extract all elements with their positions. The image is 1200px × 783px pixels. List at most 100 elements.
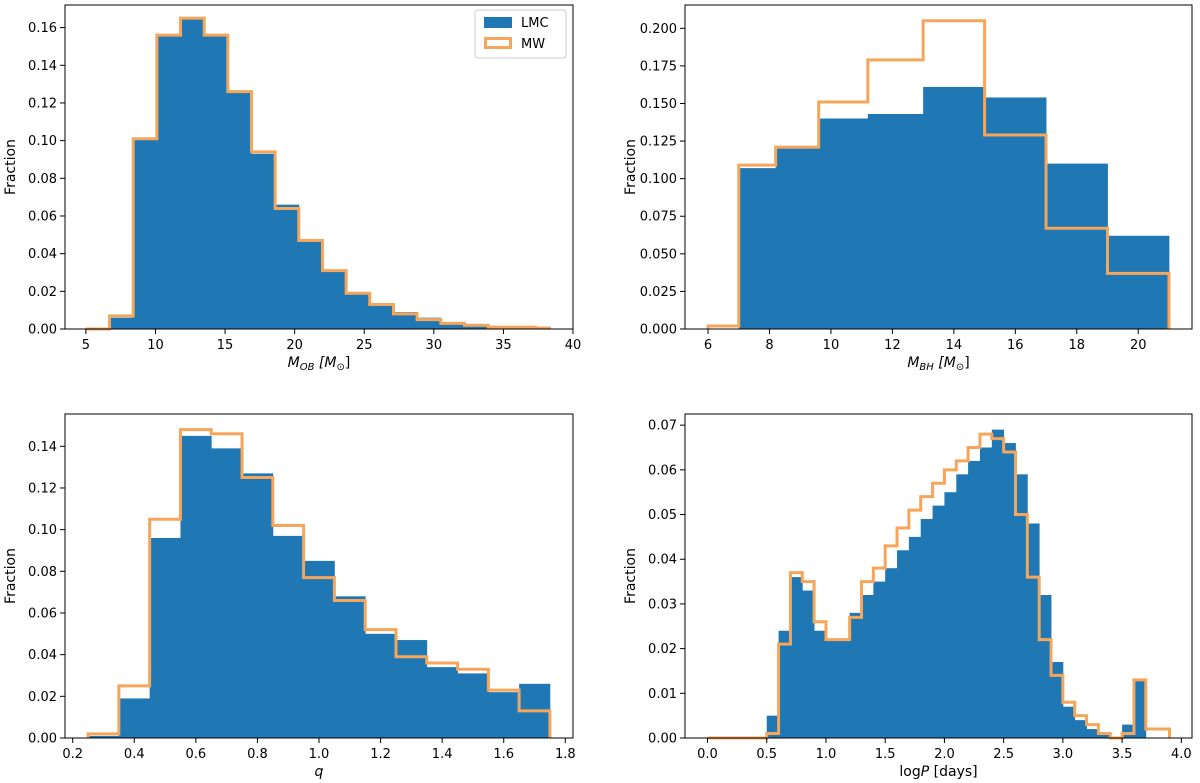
bar-lmc: [251, 153, 276, 329]
y-tick-label: 0.050: [640, 247, 677, 262]
x-tick-label: 1.6: [493, 747, 514, 762]
y-axis-title: Fraction: [623, 548, 639, 604]
y-tick-label: 0.06: [28, 606, 57, 621]
y-tick-label: 0.150: [640, 97, 677, 112]
x-tick-label: 3.5: [1112, 747, 1133, 762]
bar-lmc: [1003, 443, 1016, 738]
y-tick-label: 0.03: [648, 597, 677, 612]
bar-lmc: [457, 673, 489, 738]
x-tick-label: 30: [426, 338, 443, 353]
bar-lmc: [180, 435, 212, 738]
step-line-mw: [85, 16, 551, 331]
bar-lmc: [1098, 733, 1111, 738]
y-tick-label: 0.100: [640, 172, 677, 187]
bar-lmc: [1074, 720, 1087, 738]
bar-lmc: [837, 639, 851, 738]
y-tick-label: 0.200: [640, 22, 677, 37]
y-tick-label: 0.07: [648, 419, 677, 434]
bar-lmc: [861, 594, 874, 738]
bar-lmc: [1039, 594, 1052, 738]
y-tick-label: 0.00: [648, 732, 677, 747]
bar-lmc: [1015, 474, 1028, 738]
bar-lmc: [156, 35, 181, 330]
y-tick-label: 0.00: [28, 323, 57, 338]
bar-lmc: [272, 535, 305, 738]
y-tick-label: 0.06: [648, 463, 677, 478]
bar-lmc: [897, 550, 910, 738]
legend-swatch-lmc: [484, 17, 512, 28]
bar-lmc: [814, 630, 827, 738]
x-axis-title: q: [315, 764, 324, 780]
x-tick-label: 0.6: [186, 747, 207, 762]
x-tick-label: 14: [946, 338, 963, 353]
bar-lmc: [118, 698, 151, 738]
y-tick-label: 0.175: [640, 59, 677, 74]
bar-lmc: [908, 536, 922, 738]
y-axis-title: Fraction: [3, 548, 19, 604]
x-tick-label: 1.2: [370, 747, 391, 762]
legend-swatch-mw: [484, 37, 512, 49]
y-tick-label: 0.10: [28, 134, 57, 149]
x-tick-label: 40: [565, 338, 582, 353]
x-tick-label: 4.0: [1171, 747, 1192, 762]
x-tick-label: 10: [823, 338, 840, 353]
bar-lmc: [417, 317, 442, 329]
x-tick-label: 10: [147, 338, 164, 353]
bar-lmc: [211, 448, 243, 738]
bar-lmc: [303, 560, 335, 738]
y-tick-label: 0.16: [28, 21, 57, 36]
x-tick-label: 2.5: [993, 747, 1014, 762]
x-tick-label: 2.0: [934, 747, 955, 762]
bar-lmc: [393, 312, 418, 329]
bar-lmc: [88, 735, 120, 738]
y-tick-label: 0.075: [640, 210, 677, 225]
x-tick-label: 12: [884, 338, 901, 353]
y-tick-label: 0.06: [28, 209, 57, 224]
step-line-mw: [707, 432, 1171, 740]
x-tick-label: 25: [356, 338, 373, 353]
x-tick-label: 18: [1068, 338, 1085, 353]
bar-lmc: [227, 91, 252, 330]
bar-lmc: [885, 568, 898, 738]
series-lmc: [109, 18, 550, 330]
bar-lmc: [365, 633, 397, 738]
bar-lmc: [1046, 163, 1108, 329]
bar-lmc: [979, 447, 993, 738]
bar-lmc: [180, 18, 205, 330]
legend-label-mw: MW: [521, 37, 545, 52]
bar-lmc: [932, 505, 945, 738]
bar-lmc: [204, 35, 229, 330]
series-lmc: [88, 435, 551, 738]
bar-lmc: [818, 118, 869, 330]
panel-top-right: 6 8 10 12 14 16 18 20 0.000 0.025 0.050 0.075 0.100 0…: [623, 4, 1193, 373]
bar-lmc: [825, 639, 839, 738]
x-tick-label: 1.0: [816, 747, 837, 762]
bar-lmc: [1051, 662, 1064, 738]
legend-label-lmc: LMC: [521, 16, 549, 31]
y-tick-label: 0.000: [640, 323, 677, 338]
y-tick-label: 0.02: [28, 285, 57, 300]
x-tick-label: 1.8: [555, 747, 576, 762]
bar-lmc: [464, 325, 489, 329]
bar-lmc: [775, 148, 820, 329]
bar-lmc: [956, 474, 969, 738]
y-tick-label: 0.12: [28, 481, 57, 496]
bar-lmc: [275, 204, 300, 329]
series-lmc: [738, 86, 1170, 330]
x-tick-label: 0.0: [697, 747, 718, 762]
bar-lmc: [1062, 706, 1076, 738]
x-tick-label: 0.5: [756, 747, 777, 762]
legend: LMC MW: [474, 9, 567, 59]
y-tick-label: 0.01: [648, 687, 677, 702]
y-tick-label: 0.025: [640, 285, 677, 300]
y-tick-label: 0.14: [28, 440, 57, 455]
bar-lmc: [867, 114, 924, 329]
x-tick-label: 0.8: [247, 747, 268, 762]
y-tick-label: 0.04: [28, 648, 57, 663]
bar-lmc: [395, 640, 428, 738]
y-tick-label: 0.05: [648, 508, 677, 523]
bar-lmc: [369, 304, 394, 329]
bar-lmc: [802, 590, 815, 738]
bar-lmc: [991, 429, 1005, 738]
